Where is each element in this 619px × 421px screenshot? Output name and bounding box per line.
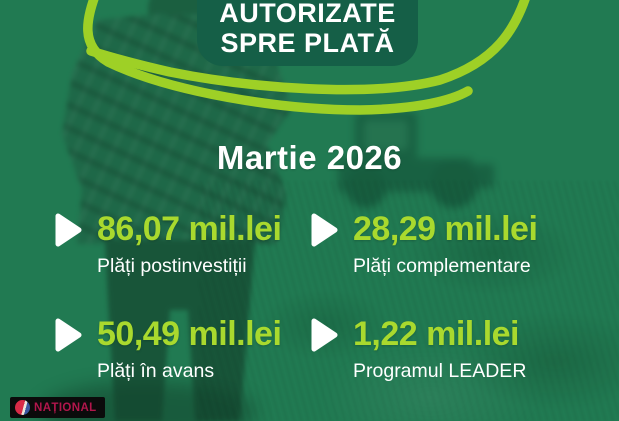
stat-label: Plăți în avans — [97, 360, 215, 382]
tractor-cab — [355, 112, 417, 167]
stat-item-leader: 1,22 mil.lei Programul LEADER — [311, 316, 569, 384]
stat-label: Plăți complementare — [353, 255, 531, 277]
tractor-body — [338, 158, 473, 192]
tractor-window — [364, 120, 408, 150]
stat-item-avans: 50,49 mil.lei Plăți în avans — [55, 316, 311, 384]
payments-stats-grid: 86,07 mil.lei Plăți postinvestiții 28,29… — [55, 211, 569, 384]
stat-item-complementare: 28,29 mil.lei Plăți complementare — [311, 211, 569, 279]
tractor-front — [468, 164, 494, 188]
national-logo: NAȚIONAL — [10, 397, 105, 418]
field-grass-texture — [199, 181, 619, 421]
banner-title-line-2: SPRE PLATĂ — [220, 28, 395, 58]
tractor-wheel — [430, 160, 478, 208]
stat-item-postinvestitii: 86,07 mil.lei Plăți postinvestiții — [55, 211, 311, 279]
stat-value: 50,49 mil.lei — [97, 315, 282, 353]
arrow-right-icon — [311, 318, 338, 352]
arrow-right-icon — [55, 318, 82, 352]
stat-value: 1,22 mil.lei — [353, 315, 520, 353]
stat-value: 28,29 mil.lei — [353, 210, 538, 248]
stat-label: Programul LEADER — [353, 360, 527, 382]
authorized-for-payment-banner: AUTORIZATE SPRE PLATĂ — [197, 0, 418, 66]
logo-text: NAȚIONAL — [34, 401, 97, 414]
stat-value: 86,07 mil.lei — [97, 210, 282, 248]
logo-globe-icon — [15, 400, 30, 415]
stat-label: Plăți postinvestiții — [97, 255, 247, 277]
banner-title-line-1: AUTORIZATE — [219, 0, 396, 28]
arrow-right-icon — [311, 213, 338, 247]
month-heading: Martie 2026 — [216, 139, 403, 176]
arrow-right-icon — [55, 213, 82, 247]
tractor-wheel — [346, 168, 386, 208]
